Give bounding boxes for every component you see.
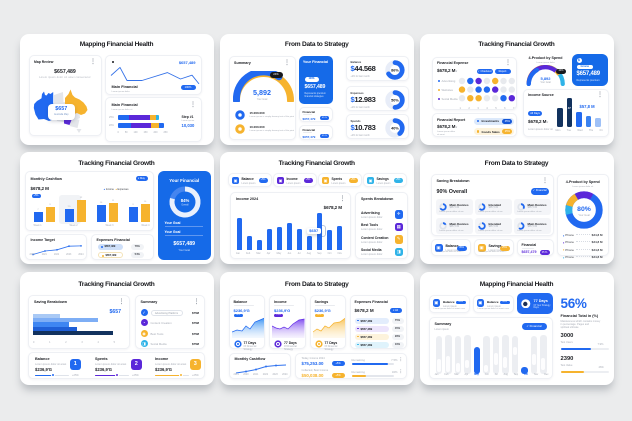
svg-text:80%: 80%	[577, 206, 591, 213]
svg-text:84%: 84%	[180, 197, 189, 202]
svg-text:86%: 86%	[391, 68, 399, 72]
svg-text:Overall: Overall	[181, 203, 189, 206]
svg-text:50%: 50%	[391, 98, 399, 102]
svg-text:40%: 40%	[391, 126, 399, 130]
svg-text:Your Goal: Your Goal	[578, 213, 590, 217]
